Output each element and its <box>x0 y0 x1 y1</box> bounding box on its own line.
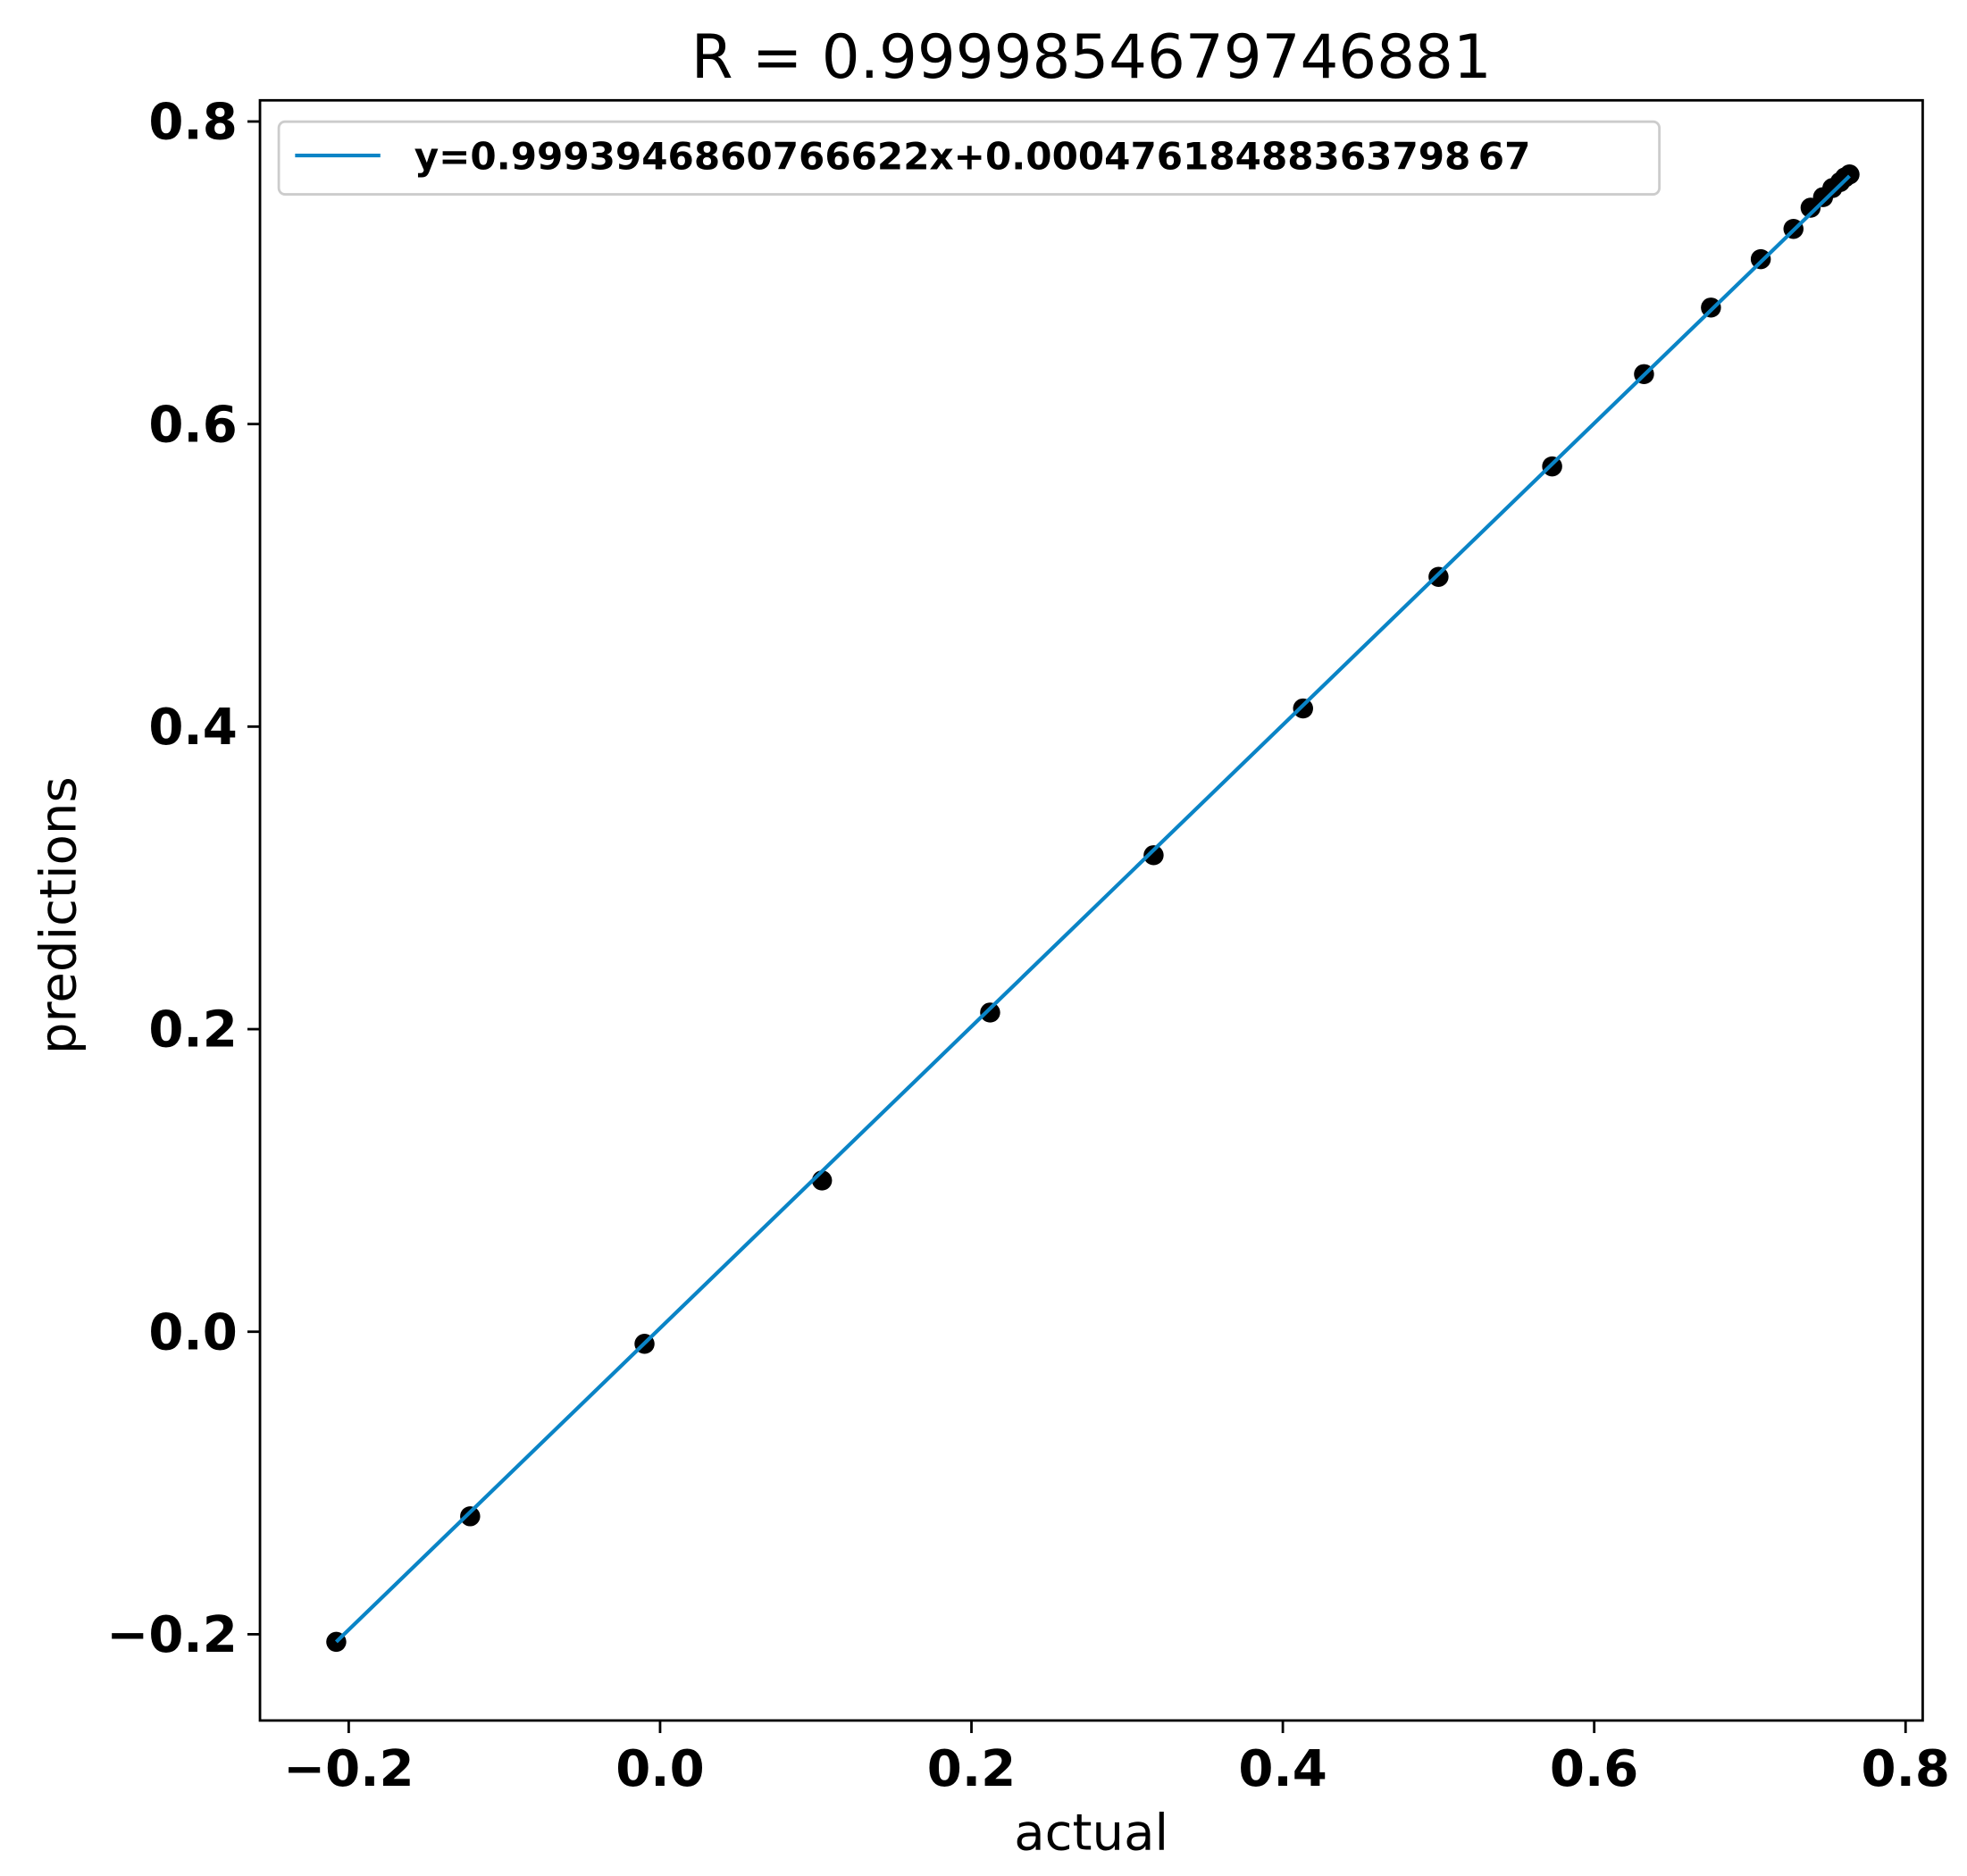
x-tick-label: −0.2 <box>283 1740 414 1798</box>
x-tick-label: 0.6 <box>1550 1740 1638 1798</box>
y-tick-label: 0.4 <box>148 699 237 757</box>
legend-label: y=0.9993946860766622x+0.0004761848836379… <box>414 135 1531 179</box>
chart-title: R = 0.9999854679746881 <box>691 21 1492 92</box>
y-tick-label: 0.0 <box>148 1303 237 1361</box>
y-axis-label: predictions <box>30 776 88 1054</box>
y-tick-label: −0.2 <box>106 1606 237 1664</box>
x-axis-label: actual <box>1014 1805 1168 1863</box>
y-tick-label: 0.8 <box>148 94 237 152</box>
y-tick-label: 0.2 <box>148 1001 237 1059</box>
scatter-point <box>1143 845 1164 866</box>
x-tick-label: 0.0 <box>615 1740 704 1798</box>
scatter-point <box>1293 698 1313 719</box>
plot-frame <box>258 98 1924 1722</box>
x-tick-label: 0.4 <box>1238 1740 1327 1798</box>
x-tick-label: 0.2 <box>927 1740 1016 1798</box>
legend-box <box>277 120 1661 196</box>
scatter-point <box>980 1002 1000 1023</box>
x-tick-label: 0.8 <box>1862 1740 1950 1798</box>
y-tick-label: 0.6 <box>148 396 237 454</box>
fit-line <box>334 174 1851 1644</box>
scatter-point <box>460 1506 481 1527</box>
